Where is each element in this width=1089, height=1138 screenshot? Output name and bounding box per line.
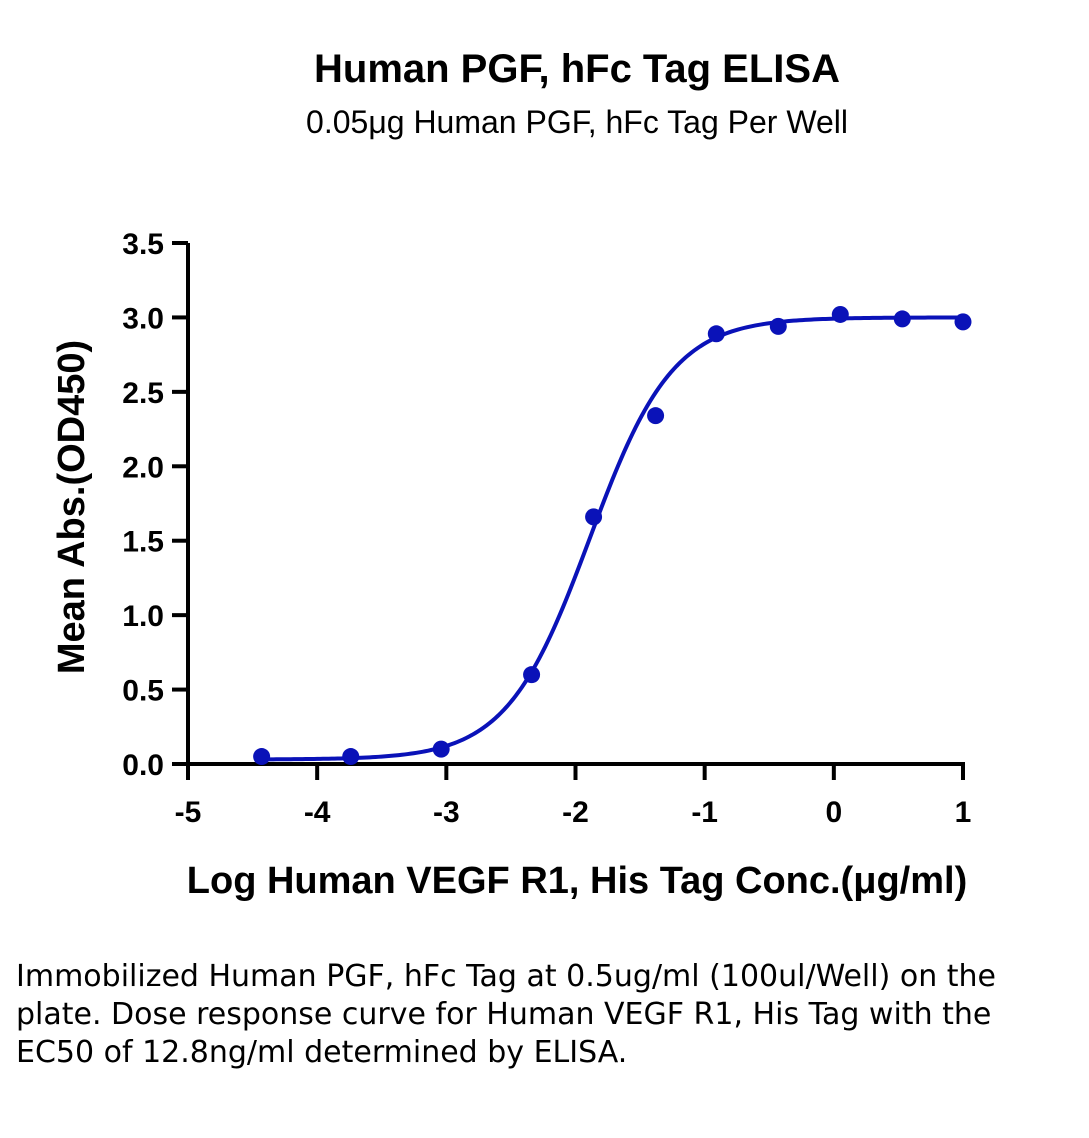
data-point: [954, 313, 972, 331]
data-point: [707, 325, 725, 343]
fit-curve: [261, 315, 964, 762]
x-tick-label: -5: [175, 796, 202, 829]
x-tick-label: -2: [562, 796, 589, 829]
data-points-layer: [253, 305, 972, 766]
x-tick-label: -1: [691, 796, 718, 829]
x-tick-label: -4: [304, 796, 331, 829]
data-point: [647, 407, 665, 425]
y-axis: 0.0 0.5 1.0 1.5 2.0 2.5 3.0 3.5: [122, 228, 190, 782]
data-point: [523, 666, 541, 684]
y-axis-title: Mean Abs.(OD450): [51, 340, 93, 674]
data-point: [432, 740, 450, 758]
y-tick-label: 1.0: [122, 600, 164, 633]
data-point: [253, 748, 271, 766]
y-tick-label: 0.0: [122, 749, 164, 782]
x-tick-label: -3: [433, 796, 460, 829]
y-tick-label: 2.5: [122, 377, 164, 410]
data-point: [342, 748, 360, 766]
y-tick-label: 3.0: [122, 302, 164, 335]
chart-subtitle: 0.05μg Human PGF, hFc Tag Per Well: [306, 104, 848, 140]
fit-curve-layer: [261, 315, 964, 762]
y-tick-label: 0.5: [122, 675, 164, 708]
data-point: [769, 317, 787, 335]
data-point: [893, 310, 911, 328]
y-tick-label: 2.0: [122, 451, 164, 484]
x-tick-label: 1: [955, 796, 972, 829]
figure-caption: Immobilized Human PGF, hFc Tag at 0.5ug/…: [16, 959, 996, 1070]
x-tick-label: 0: [825, 796, 842, 829]
x-axis: -5 -4 -3 -2 -1 0 1: [175, 762, 972, 829]
x-axis-title: Log Human VEGF R1, His Tag Conc.(μg/ml): [187, 860, 967, 902]
data-point: [585, 508, 603, 526]
chart-title: Human PGF, hFc Tag ELISA: [314, 47, 840, 91]
y-tick-label: 1.5: [122, 526, 164, 559]
y-tick-label: 3.5: [122, 228, 164, 261]
data-point: [831, 305, 849, 323]
